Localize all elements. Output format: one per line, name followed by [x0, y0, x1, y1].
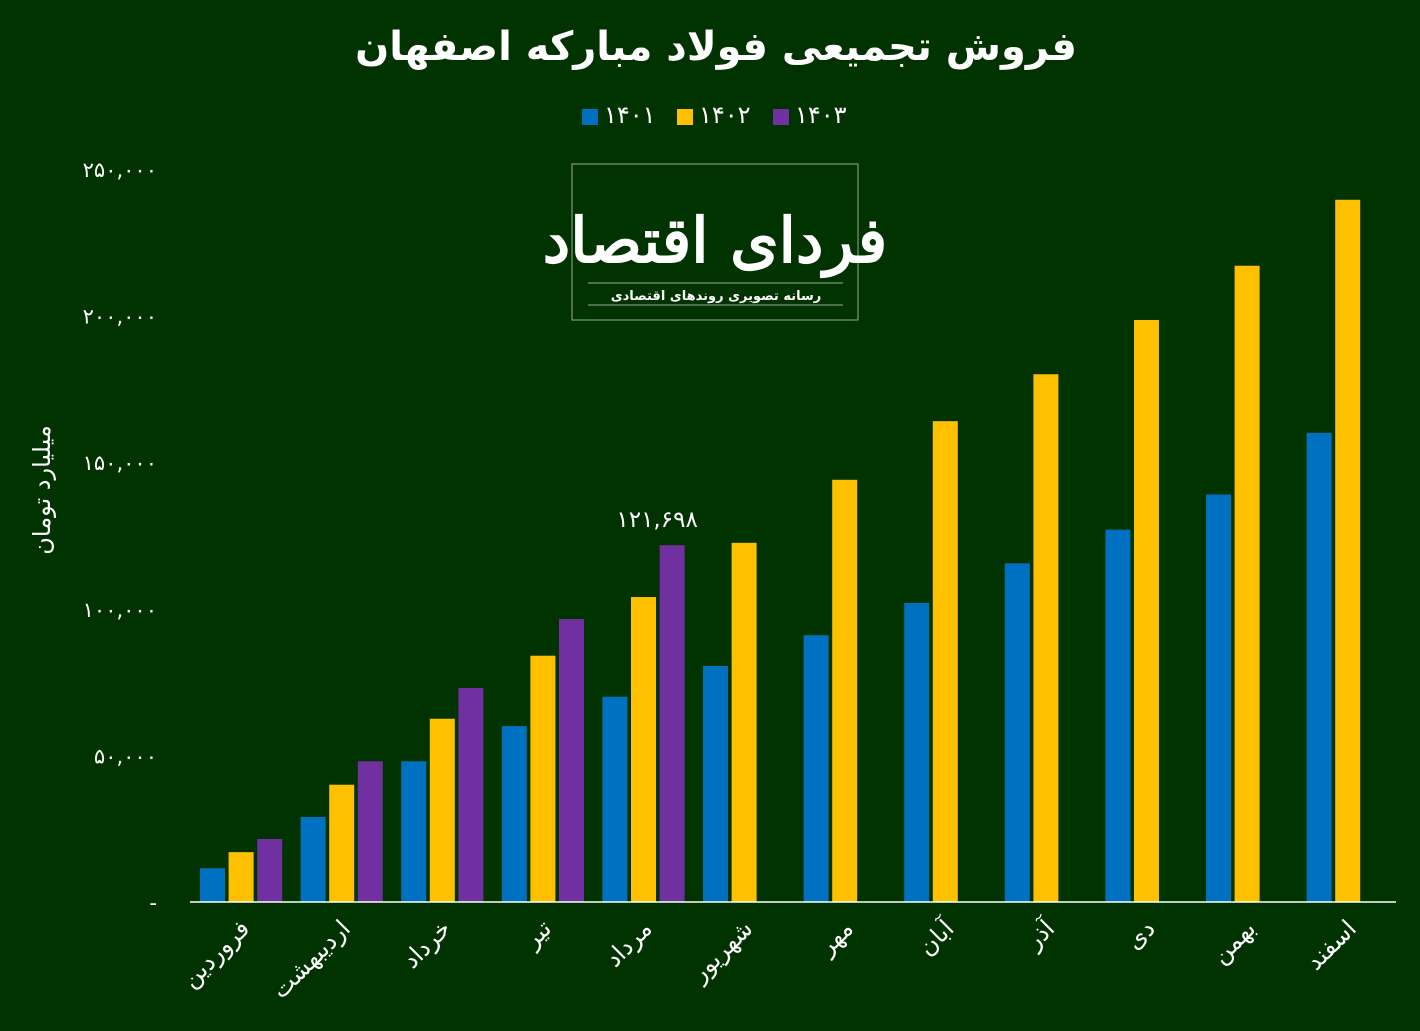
- bars: [200, 199, 1361, 903]
- bar-۱۴۰۲-تیر: [530, 655, 556, 902]
- logo-tagline: رسانه تصویری روندهای اقتصادی: [611, 289, 822, 304]
- bar-۱۴۰۱-آذر: [1004, 563, 1030, 902]
- y-axis-ticks: - ۵۰,۰۰۰ ۱۰۰,۰۰۰ ۱۵۰,۰۰۰ ۲۰۰,۰۰۰ ۲۵۰,۰۰۰: [83, 158, 157, 915]
- logo-box: فردای اقتصاد رسانه تصویری روندهای اقتصاد…: [543, 163, 888, 321]
- bar-۱۴۰۲-خرداد: [429, 718, 455, 902]
- x-tick-label: مهر: [812, 914, 859, 961]
- bar-۱۴۰۲-اردیبهشت: [329, 784, 355, 902]
- logo-name: فردای اقتصاد: [543, 204, 888, 279]
- bar-۱۴۰۳-مرداد: [659, 545, 685, 902]
- bar-۱۴۰۲-آبان: [932, 421, 958, 902]
- bar-۱۴۰۱-مهر: [803, 635, 829, 902]
- x-axis-labels: فروردین اردیبهشت خرداد تیر مرداد شهریور مهر آبا…: [176, 913, 1361, 1004]
- bar-۱۴۰۱-تیر: [501, 726, 527, 902]
- x-tick-label: آبان: [912, 913, 961, 962]
- bar-۱۴۰۱-دی: [1105, 529, 1131, 902]
- bar-۱۴۰۱-آبان: [904, 602, 930, 902]
- bar-۱۴۰۲-بهمن: [1234, 265, 1260, 903]
- y-axis-label: میلیارد تومان: [28, 425, 56, 554]
- bar-۱۴۰۲-دی: [1134, 319, 1159, 902]
- y-tick-label: ۱۰۰,۰۰۰: [83, 598, 157, 622]
- bar-۱۴۰۱-اسفند: [1306, 432, 1332, 902]
- bar-۱۴۰۳-خرداد: [458, 687, 484, 902]
- x-tick-label: دی: [1120, 914, 1161, 955]
- bar-۱۴۰۱-شهریور: [703, 665, 728, 902]
- bar-۱۴۰۱-مرداد: [602, 696, 628, 902]
- legend-swatch-۱۴۰۱: [582, 109, 598, 125]
- bar-۱۴۰۲-شهریور: [731, 542, 757, 902]
- y-tick-label: -: [149, 891, 157, 915]
- legend: ۱۴۰۱ ۱۴۰۲ ۱۴۰۳: [582, 101, 847, 129]
- bar-۱۴۰۱-خرداد: [401, 761, 427, 902]
- legend-label: ۱۴۰۱: [604, 101, 656, 129]
- x-tick-label: فروردین: [176, 914, 255, 993]
- bar-۱۴۰۲-فروردین: [228, 852, 254, 902]
- bar-۱۴۰۱-بهمن: [1206, 494, 1231, 902]
- x-tick-label: شهریور: [685, 914, 759, 988]
- bar-۱۴۰۲-مهر: [832, 479, 858, 902]
- x-tick-label: اردیبهشت: [266, 914, 356, 1004]
- bar-۱۴۰۲-آذر: [1033, 374, 1059, 902]
- bar-۱۴۰۱-اردیبهشت: [300, 816, 326, 902]
- bar-۱۴۰۳-اردیبهشت: [357, 761, 383, 902]
- annotations: ۱۲۱,۶۹۸: [616, 507, 697, 533]
- data-label: ۱۲۱,۶۹۸: [616, 507, 697, 533]
- bar-۱۴۰۱-فروردین: [200, 868, 225, 902]
- x-tick-label: اسفند: [1300, 914, 1361, 975]
- logo-frame: [571, 163, 859, 321]
- chart-title: فروش تجمیعی فولاد مبارکه اصفهان: [355, 24, 1077, 70]
- y-tick-label: ۲۵۰,۰۰۰: [83, 158, 157, 182]
- x-tick-label: خرداد: [397, 914, 456, 973]
- x-tick-label: آذر: [1018, 913, 1061, 956]
- legend-swatch-۱۴۰۲: [677, 109, 693, 125]
- x-tick-label: تیر: [517, 914, 557, 954]
- legend-label: ۱۴۰۲: [699, 101, 751, 129]
- bar-۱۴۰۳-فروردین: [257, 838, 283, 902]
- bar-۱۴۰۲-مرداد: [631, 597, 656, 902]
- x-tick-label: مرداد: [600, 914, 658, 972]
- legend-swatch-۱۴۰۳: [773, 109, 789, 125]
- legend-label: ۱۴۰۳: [795, 101, 847, 129]
- y-tick-label: ۱۵۰,۰۰۰: [83, 451, 157, 475]
- bar-۱۴۰۲-اسفند: [1335, 199, 1361, 902]
- y-tick-label: ۲۰۰,۰۰۰: [83, 305, 157, 329]
- y-tick-label: ۵۰,۰۰۰: [94, 744, 157, 768]
- x-tick-label: بهمن: [1206, 914, 1261, 969]
- bar-۱۴۰۳-تیر: [559, 619, 584, 902]
